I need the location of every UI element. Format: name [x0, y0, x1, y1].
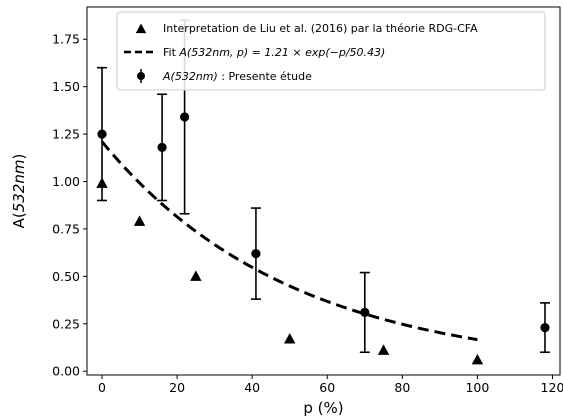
y-tick-label: 1.25 — [52, 127, 80, 142]
circle-point — [180, 112, 190, 122]
triangle-point — [284, 332, 296, 344]
x-tick-label: 100 — [465, 380, 489, 395]
triangle-point — [133, 215, 146, 226]
axes-frame — [86, 6, 561, 376]
triangle-point — [471, 353, 484, 365]
legend-marker-triangle — [135, 23, 147, 34]
plot-area — [96, 19, 550, 365]
x-tick-label: 120 — [541, 380, 563, 395]
legend-item-triangle: Interpretation de Liu et al. (2016) par … — [135, 22, 478, 35]
y-axis-label: A(532nm) — [10, 154, 28, 229]
x-tick-label: 20 — [169, 380, 185, 395]
triangle-point — [190, 270, 202, 281]
x-tick-label: 0 — [98, 380, 106, 395]
y-tick-label: 1.75 — [52, 32, 80, 47]
x-axis: 0 20 40 60 80 100 120 — [98, 375, 563, 395]
legend-box — [116, 11, 546, 91]
x-axis-label: p (%) — [303, 399, 343, 417]
x-tick-label: 80 — [394, 380, 410, 395]
legend-item-circle: A(532nm) : Presente étude — [137, 69, 312, 83]
y-tick-label: 1.00 — [52, 174, 80, 189]
circle-point — [251, 248, 261, 259]
fit-line — [100, 140, 478, 342]
y-tick-label: 1.50 — [52, 79, 80, 94]
legend-label-circle: A(532nm) : Presente étude — [162, 70, 312, 83]
y-tick-label: 0.25 — [52, 316, 80, 331]
x-tick-label: 60 — [319, 380, 335, 395]
triangle-point — [377, 344, 390, 355]
legend: Interpretation de Liu et al. (2016) par … — [116, 11, 546, 91]
y-axis: 0.00 0.25 0.50 0.75 1.00 1.25 1.50 1.75 — [52, 32, 87, 379]
circle-point — [540, 322, 550, 333]
x-tick-label: 40 — [244, 380, 260, 395]
y-tick-label: 0.00 — [52, 364, 80, 379]
legend-label-triangle: Interpretation de Liu et al. (2016) par … — [163, 22, 478, 35]
legend-marker-circle — [137, 72, 145, 80]
circle-point — [97, 129, 107, 139]
circle-point — [360, 307, 370, 318]
legend-label-fit: Fit A(532nm, p) = 1.21 × exp(−p/50.43) — [163, 46, 385, 59]
y-tick-label: 0.75 — [52, 221, 80, 236]
circle-point — [157, 142, 167, 152]
legend-item-fit: Fit A(532nm, p) = 1.21 × exp(−p/50.43) — [124, 46, 385, 59]
y-tick-label: 0.50 — [52, 269, 80, 284]
